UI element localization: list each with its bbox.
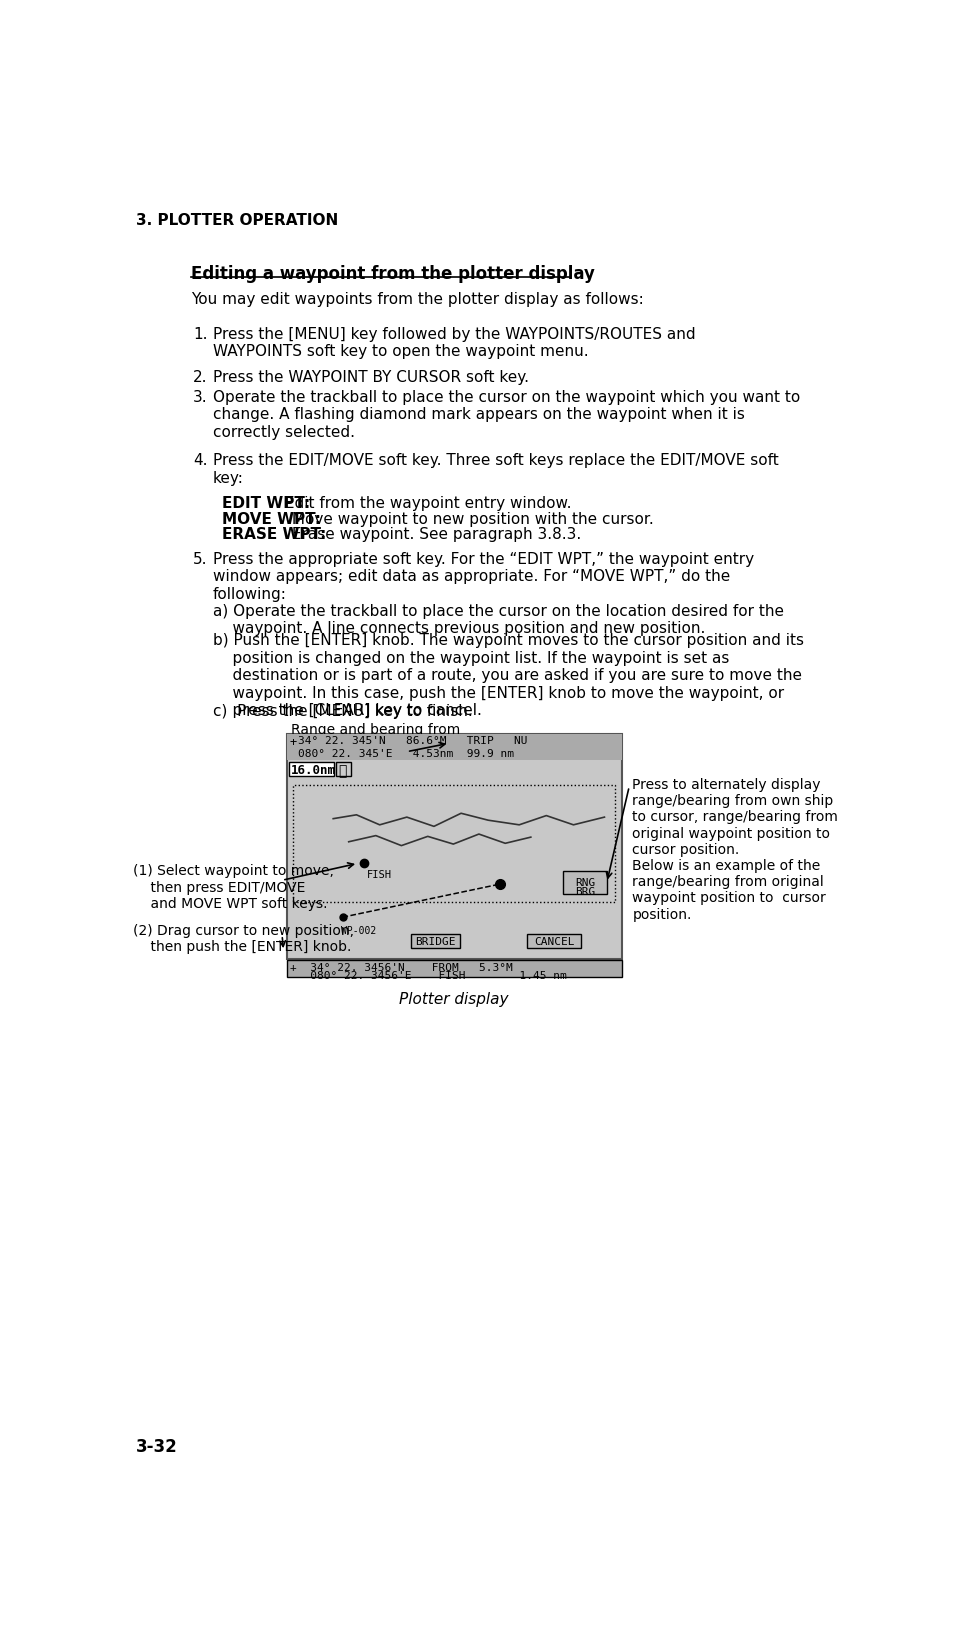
Bar [527,935,581,948]
Bar [293,785,615,902]
Text: 080° 22. 345'E   4.53nm  99.9 nm: 080° 22. 345'E 4.53nm 99.9 nm [298,749,514,759]
Bar [336,762,351,777]
Text: (2) Drag cursor to new position,
    then push the [ENTER] knob.: (2) Drag cursor to new position, then pu… [133,924,354,953]
Bar [287,734,622,761]
Text: WP-002: WP-002 [341,925,377,935]
Text: 2.: 2. [193,370,207,385]
Text: 34° 22. 345'N   86.6°M   TRIP   NU: 34° 22. 345'N 86.6°M TRIP NU [298,736,527,746]
Text: b) Push the [ENTER] knob. The waypoint moves to the cursor position and its
    : b) Push the [ENTER] knob. The waypoint m… [213,633,804,718]
Text: Press the appropriate soft key. For the “EDIT WPT,” the waypoint entry
window ap: Press the appropriate soft key. For the … [213,552,754,601]
Text: 1.: 1. [193,326,207,341]
Bar [287,961,622,978]
Text: Edit from the waypoint entry window.: Edit from the waypoint entry window. [280,496,572,511]
Text: Editing a waypoint from the plotter display: Editing a waypoint from the plotter disp… [192,264,595,282]
Text: ERASE WPT:: ERASE WPT: [223,527,327,542]
Text: MOVE WPT:: MOVE WPT: [223,511,321,527]
Text: c)  Press the [MENU] key to finish.: c) Press the [MENU] key to finish. [213,703,473,718]
Text: CANCEL: CANCEL [534,937,574,947]
Text: Plotter display: Plotter display [399,992,509,1007]
Text: (1) Select waypoint to move,
    then press EDIT/MOVE
    and MOVE WPT soft keys: (1) Select waypoint to move, then press … [133,863,334,911]
Text: RNG: RNG [575,878,595,888]
Text: 3-32: 3-32 [135,1438,177,1456]
Text: 5.: 5. [193,552,207,566]
Text: BRIDGE: BRIDGE [415,937,455,947]
Text: Press the WAYPOINT BY CURSOR soft key.: Press the WAYPOINT BY CURSOR soft key. [213,370,529,385]
Text: a) Operate the trackball to place the cursor on the location desired for the
   : a) Operate the trackball to place the cu… [213,604,784,636]
Text: 3. PLOTTER OPERATION: 3. PLOTTER OPERATION [135,212,338,228]
Bar [289,762,334,777]
Bar [287,734,622,960]
Text: Press the EDIT/MOVE soft key. Three soft keys replace the EDIT/MOVE soft
key:: Press the EDIT/MOVE soft key. Three soft… [213,452,778,485]
Text: ⌖: ⌖ [338,764,346,778]
Text: Range and bearing from
own ship to cursor: Range and bearing from own ship to curso… [291,723,460,752]
Bar [411,935,460,948]
Text: Press the [MENU] key followed by the WAYPOINTS/ROUTES and
WAYPOINTS soft key to : Press the [MENU] key followed by the WAY… [213,326,696,359]
Text: You may edit waypoints from the plotter display as follows:: You may edit waypoints from the plotter … [192,292,644,307]
Text: 16.0nm: 16.0nm [291,764,337,777]
Text: Move waypoint to new position with the cursor.: Move waypoint to new position with the c… [287,511,654,527]
Text: FISH: FISH [367,870,392,880]
Text: EDIT WPT:: EDIT WPT: [223,496,310,511]
Bar [563,871,607,894]
Text: BRG: BRG [575,886,595,898]
Text: Operate the trackball to place the cursor on the waypoint which you want to
chan: Operate the trackball to place the curso… [213,390,801,439]
Text: +: + [290,736,297,749]
Text: 4.: 4. [193,452,207,468]
Text: +  34° 22. 3456'N    FROM   5.3°M: + 34° 22. 3456'N FROM 5.3°M [290,963,513,973]
Text: Erase waypoint. See paragraph 3.8.3.: Erase waypoint. See paragraph 3.8.3. [287,527,581,542]
Text: 080° 22. 3456'E    FISH        1.45 nm: 080° 22. 3456'E FISH 1.45 nm [290,971,566,981]
Text: Press to alternately display
range/bearing from own ship
to cursor, range/bearin: Press to alternately display range/beari… [632,777,838,920]
Text: 3.: 3. [193,390,207,405]
